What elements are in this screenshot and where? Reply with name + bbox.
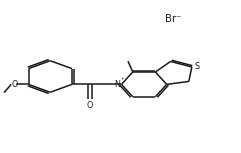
Text: O: O xyxy=(11,80,17,89)
Text: O: O xyxy=(87,101,93,110)
Text: S: S xyxy=(194,62,199,71)
Text: N: N xyxy=(115,80,120,89)
Text: Br⁻: Br⁻ xyxy=(165,14,181,24)
Text: ⁺: ⁺ xyxy=(121,78,124,84)
